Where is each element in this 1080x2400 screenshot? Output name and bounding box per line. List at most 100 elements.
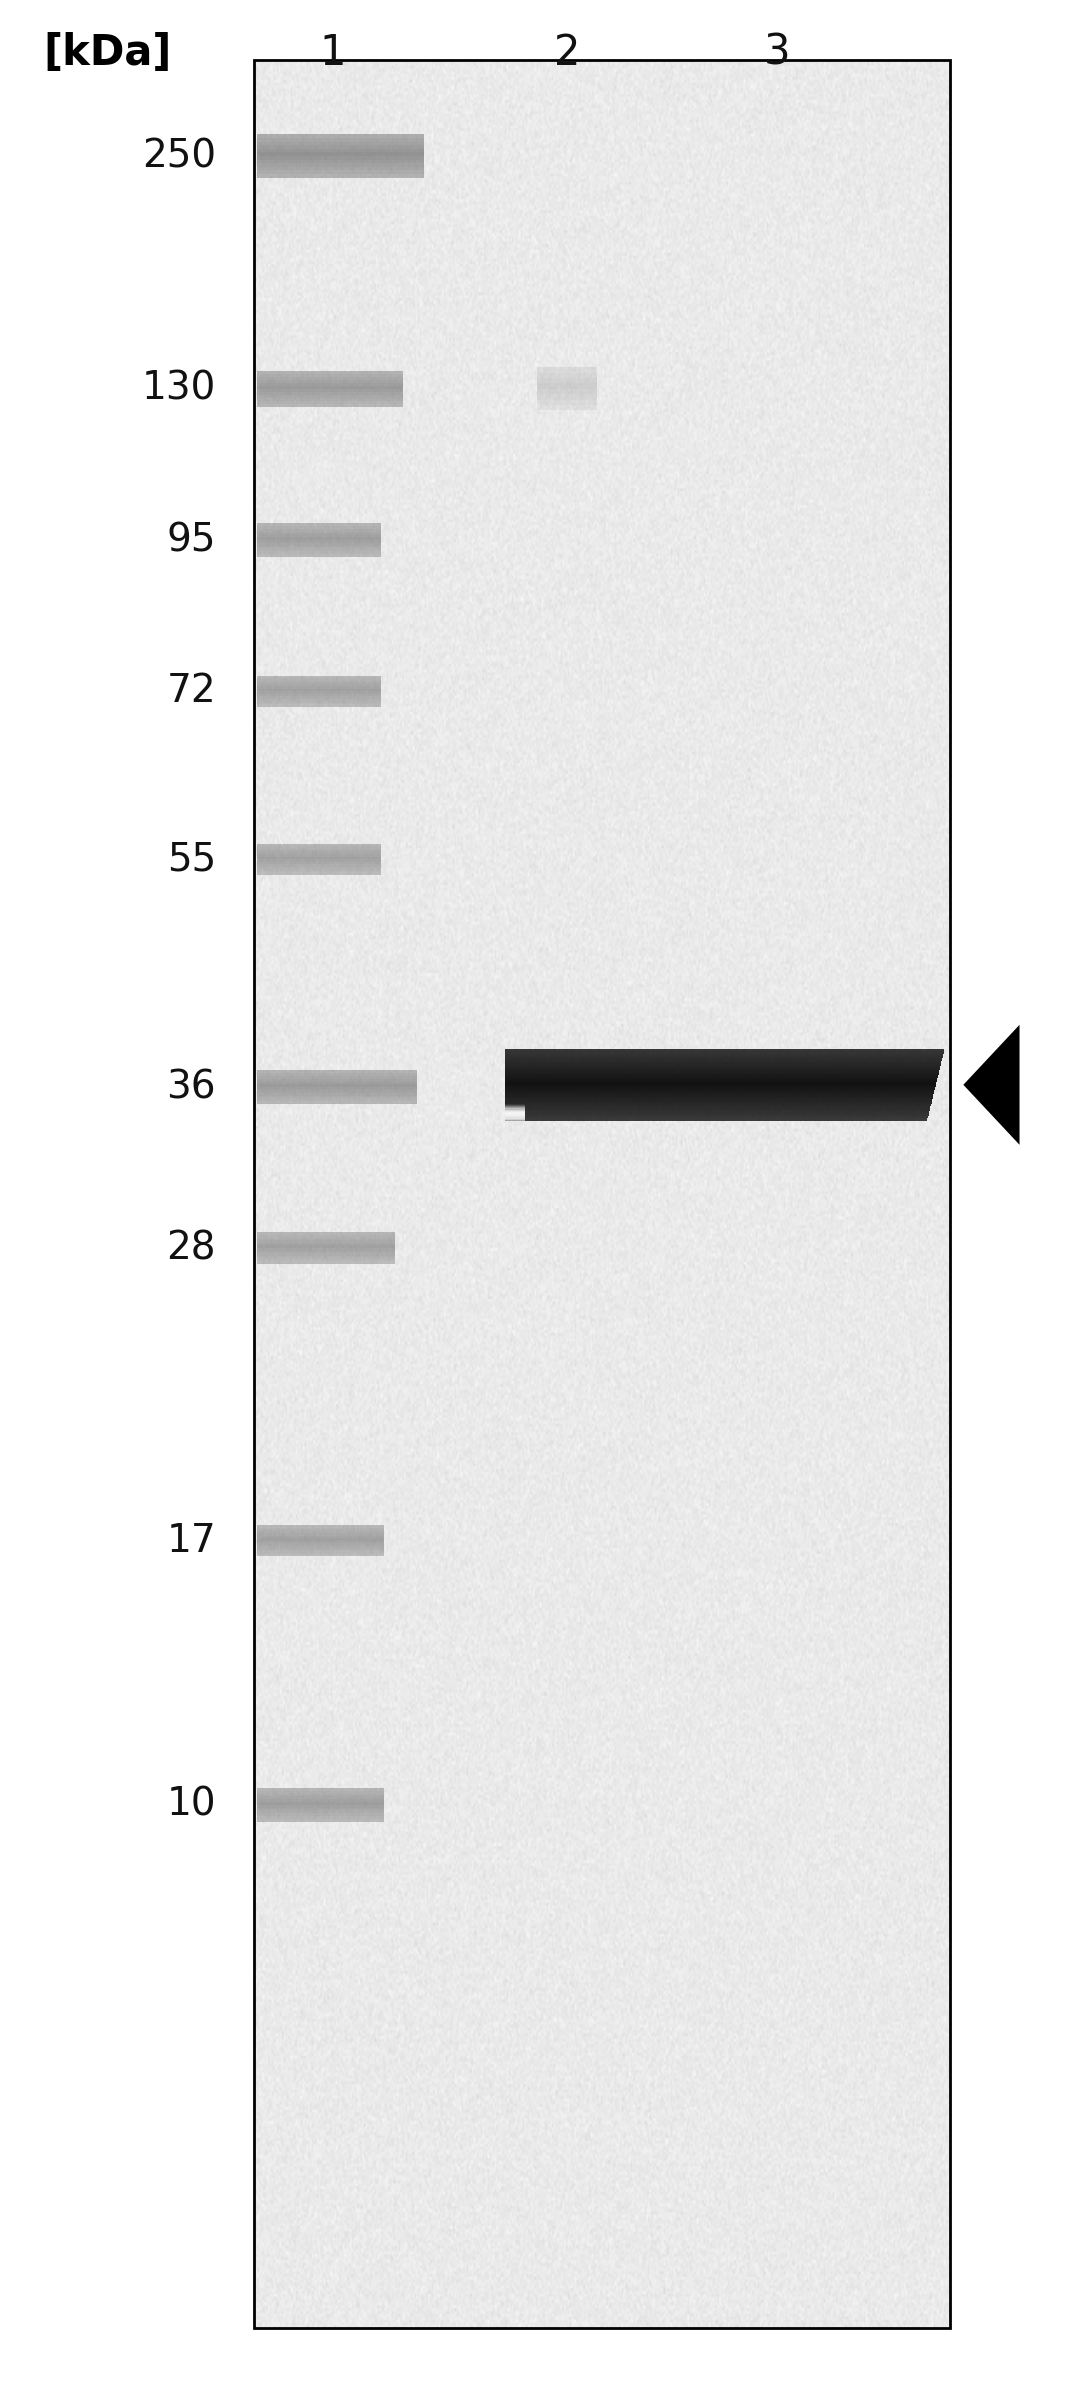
Bar <box>257 1234 395 1236</box>
Bar <box>257 1536 384 1538</box>
Bar <box>505 1058 942 1061</box>
Bar <box>257 1548 384 1550</box>
Bar <box>505 1099 932 1102</box>
Bar <box>257 370 403 374</box>
Bar <box>257 1534 384 1536</box>
Bar <box>257 156 424 158</box>
Bar <box>257 1099 417 1102</box>
Bar <box>257 154 424 156</box>
Bar <box>257 1253 395 1255</box>
Bar <box>257 394 403 398</box>
Bar <box>257 1092 417 1094</box>
Bar <box>257 1538 384 1541</box>
Bar <box>257 533 381 535</box>
Bar <box>505 1061 942 1063</box>
Bar <box>538 367 596 372</box>
Bar <box>257 386 403 389</box>
Bar <box>257 864 381 866</box>
Bar <box>257 1258 395 1260</box>
Bar <box>257 686 381 689</box>
Bar <box>257 540 381 542</box>
Bar <box>257 871 381 874</box>
Bar <box>257 1802 384 1805</box>
Bar <box>505 1104 525 1114</box>
Bar <box>257 857 381 859</box>
Bar <box>505 1085 935 1087</box>
Bar <box>505 1051 944 1054</box>
Bar <box>257 1788 384 1790</box>
Bar <box>257 1531 384 1534</box>
Bar <box>257 847 381 850</box>
Bar <box>257 1236 395 1238</box>
Bar <box>257 682 381 684</box>
Text: 250: 250 <box>141 137 216 175</box>
Bar <box>257 1819 384 1822</box>
Bar <box>257 1260 395 1262</box>
Bar <box>257 684 381 686</box>
Bar <box>257 1073 417 1075</box>
Bar <box>505 1070 940 1073</box>
Bar <box>257 550 381 552</box>
Bar <box>257 1255 395 1258</box>
Text: 2: 2 <box>554 31 580 74</box>
Bar <box>505 1106 525 1116</box>
Bar <box>257 701 381 703</box>
Bar <box>505 1063 941 1066</box>
Bar <box>505 1109 525 1118</box>
Bar <box>257 134 424 137</box>
Bar <box>257 1793 384 1795</box>
Bar <box>257 535 381 538</box>
Bar <box>257 1805 384 1807</box>
Bar <box>257 1246 395 1248</box>
Bar <box>257 173 424 178</box>
Bar <box>257 137 424 142</box>
Bar <box>257 391 403 394</box>
Bar <box>538 394 596 398</box>
Text: 95: 95 <box>166 521 216 559</box>
Bar <box>257 1243 395 1246</box>
Bar <box>505 1090 934 1092</box>
Text: 72: 72 <box>166 672 216 710</box>
Bar <box>505 1111 525 1121</box>
Bar <box>257 850 381 852</box>
Text: 130: 130 <box>141 370 216 408</box>
Bar <box>505 1078 937 1080</box>
Bar <box>257 168 424 170</box>
Bar <box>505 1056 943 1058</box>
Bar <box>538 406 596 410</box>
Text: 55: 55 <box>166 840 216 878</box>
Bar <box>257 852 381 854</box>
Bar <box>257 674 381 679</box>
Bar <box>257 679 381 682</box>
Bar <box>257 1238 395 1241</box>
Bar <box>257 374 403 377</box>
Bar <box>257 1070 417 1073</box>
Bar <box>257 1085 417 1087</box>
Bar <box>257 523 381 526</box>
Bar <box>257 1250 395 1253</box>
Bar <box>257 382 403 386</box>
Bar <box>257 528 381 533</box>
Bar <box>505 1066 941 1068</box>
Bar <box>257 689 381 691</box>
Bar <box>257 538 381 540</box>
Bar <box>257 1082 417 1085</box>
Bar <box>257 170 424 173</box>
Bar <box>505 1092 934 1094</box>
Bar <box>257 1541 384 1543</box>
Bar <box>505 1073 939 1075</box>
Bar <box>257 1546 384 1548</box>
Bar <box>257 552 381 554</box>
Bar <box>257 1075 417 1078</box>
Bar <box>257 1090 417 1092</box>
Bar <box>505 1116 928 1118</box>
Bar <box>257 389 403 391</box>
Bar <box>505 1054 943 1056</box>
Bar <box>257 866 381 869</box>
Bar <box>505 1118 928 1121</box>
Bar <box>257 1248 395 1250</box>
Bar <box>505 1102 932 1104</box>
Bar <box>505 1087 935 1090</box>
Bar <box>505 1068 940 1070</box>
Bar <box>505 1109 525 1118</box>
